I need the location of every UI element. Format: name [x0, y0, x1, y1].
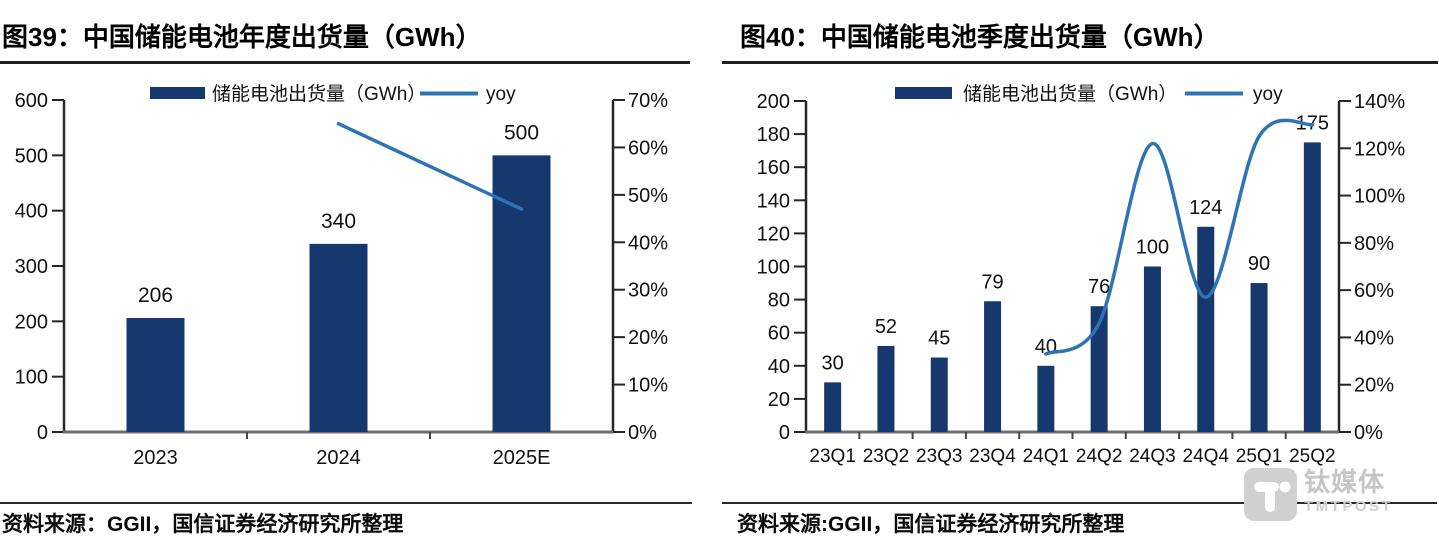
yoy-line [1044, 118, 1315, 356]
category-label-24Q3: 24Q3 [1129, 446, 1175, 467]
bar-2023 [126, 318, 185, 432]
bar-24Q3 [1143, 266, 1161, 432]
left-axis-label: 400 [15, 201, 48, 223]
category-label-25Q2: 25Q2 [1289, 446, 1335, 467]
right-axis-label: 30% [628, 280, 668, 302]
bar-24Q1 [1037, 365, 1055, 432]
figure-40-source: 资料来源:GGII，国信证券经济研究所整理 [737, 513, 1125, 536]
figure-40-title-rule [722, 61, 1438, 64]
right-axis-label: 140% [1354, 91, 1405, 113]
value-label-23Q3: 45 [928, 328, 950, 350]
category-label-24Q2: 24Q2 [1076, 446, 1122, 467]
right-axis-label: 20% [1354, 375, 1394, 397]
bar-24Q2 [1090, 306, 1108, 432]
logo-t-stem [1265, 487, 1275, 512]
legend-bar-swatch [895, 87, 952, 99]
figure-40-quarterly-shipments-chart: 0 20 40 60 80 100 120 140 160 180 200 0% 20% 40% 60% 80… [757, 83, 1406, 467]
figure-39-source-rule [0, 502, 692, 504]
legend-bar-label: 储能电池出货量（GWh） [212, 83, 426, 105]
watermark-cn-text: 钛媒体 [1304, 467, 1386, 497]
value-label-24Q4: 124 [1189, 197, 1222, 219]
value-label-24Q2: 76 [1088, 276, 1110, 298]
tmtpost-wordmark: 钛媒体 TMTPOST [1304, 468, 1393, 516]
left-axis-label: 160 [757, 157, 790, 179]
bar-25Q1 [1250, 283, 1268, 432]
category-label-23Q3: 23Q3 [916, 446, 962, 467]
bar-2025E [492, 155, 551, 432]
right-axis-label: 40% [1354, 327, 1394, 349]
figure-39-title-rule [0, 61, 690, 64]
category-label-2025E: 2025E [493, 447, 551, 469]
bar-23Q4 [984, 301, 1002, 432]
left-axis-label: 600 [15, 90, 48, 112]
value-label-23Q1: 30 [822, 352, 844, 374]
value-label-25Q1: 90 [1248, 253, 1270, 275]
figure-39-annual-shipments-chart: 0 100 200 300 400 500 600 0% 10% 20% 30% 40% 50% 60% 7… [15, 83, 669, 469]
left-axis-label: 180 [757, 124, 790, 146]
tmtpost-watermark: 钛媒体 TMTPOST [1244, 468, 1393, 521]
right-axis-label: 10% [628, 375, 668, 397]
category-label-24Q1: 24Q1 [1023, 446, 1069, 467]
left-axis-label: 200 [15, 311, 48, 333]
value-label-24Q3: 100 [1136, 237, 1169, 259]
legend-line-label: yoy [1253, 84, 1283, 105]
right-axis-label: 80% [1354, 233, 1394, 255]
right-axis-label: 60% [1354, 280, 1394, 302]
watermark-en-text: TMTPOST [1304, 498, 1394, 515]
left-axis-label: 200 [757, 91, 790, 113]
legend-line-label: yoy [486, 84, 516, 105]
right-axis-label: 120% [1354, 138, 1405, 160]
value-label-23Q2: 52 [875, 316, 897, 338]
category-label-23Q1: 23Q1 [809, 446, 855, 467]
left-axis-label: 500 [15, 145, 48, 167]
legend-bar-swatch [150, 87, 205, 99]
left-axis-label: 0 [37, 422, 48, 444]
legend-bar-label: 储能电池出货量（GWh） [963, 83, 1177, 105]
right-axis-label: 100% [1354, 186, 1405, 208]
right-axis-label: 0% [1354, 422, 1383, 444]
category-label-23Q2: 23Q2 [863, 446, 909, 467]
figure-40-title: 图40：中国储能电池季度出货量（GWh） [740, 22, 1220, 52]
right-axis-label: 50% [628, 185, 668, 207]
right-axis-label: 60% [628, 137, 668, 159]
logo-t-dot [1279, 481, 1291, 493]
yoy-line [336, 121, 524, 211]
category-label-24Q4: 24Q4 [1183, 446, 1230, 467]
category-label-25Q1: 25Q1 [1236, 446, 1282, 467]
figure-39-source: 资料来源：GGII，国信证券经济研究所整理 [2, 513, 404, 536]
figure-40-source-rule [722, 502, 1437, 504]
category-label-23Q4: 23Q4 [969, 446, 1016, 467]
bar-23Q2 [877, 345, 895, 432]
left-axis-label: 300 [15, 256, 48, 278]
left-axis-label: 80 [768, 290, 790, 312]
right-axis-label: 40% [628, 232, 668, 254]
left-axis-label: 40 [768, 356, 790, 378]
right-axis-label: 70% [628, 90, 668, 112]
left-axis-label: 120 [757, 223, 790, 245]
right-axis-label: 0% [628, 422, 657, 444]
value-label-2024: 340 [321, 210, 356, 233]
category-label-2023: 2023 [133, 447, 178, 469]
bar-23Q1 [824, 382, 842, 432]
bar-24Q4 [1197, 226, 1215, 432]
bar-25Q2 [1303, 142, 1321, 432]
left-axis-label: 60 [768, 323, 790, 345]
value-label-2025E: 500 [504, 121, 539, 144]
figure-39-title: 图39：中国储能电池年度出货量（GWh） [2, 22, 482, 52]
left-axis-label: 20 [768, 389, 790, 411]
bar-23Q3 [930, 357, 948, 432]
value-label-23Q4: 79 [981, 271, 1003, 293]
bar-2024 [309, 243, 368, 432]
value-label-2023: 206 [138, 284, 173, 307]
tmtpost-logo-icon [1244, 468, 1297, 521]
right-axis-label: 20% [628, 327, 668, 349]
left-axis-label: 0 [779, 422, 790, 444]
left-axis-label: 140 [757, 190, 790, 212]
left-axis-label: 100 [757, 257, 790, 279]
left-axis-label: 100 [15, 367, 48, 389]
category-label-2024: 2024 [316, 447, 361, 469]
